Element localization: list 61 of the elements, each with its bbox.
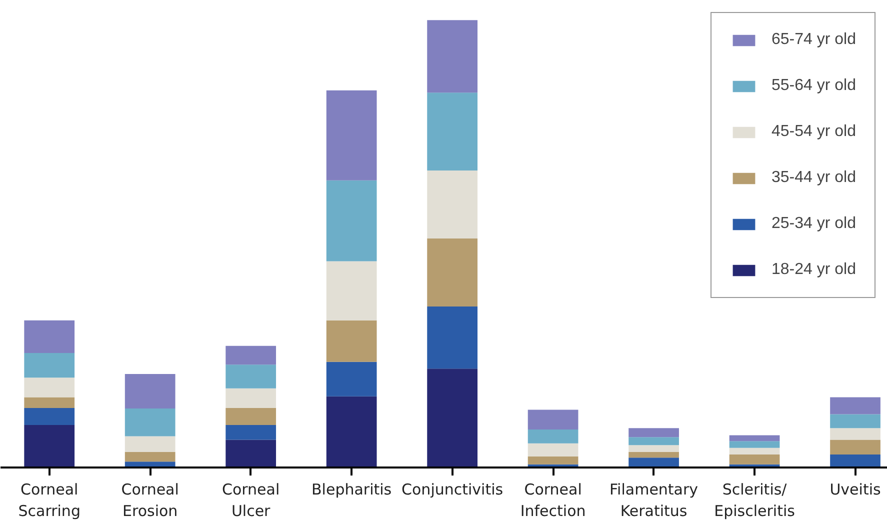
x-tick-label: Scleritis/ Episcleritis	[714, 480, 796, 520]
bar	[226, 346, 276, 365]
bar	[729, 454, 780, 464]
bar	[24, 352, 75, 378]
bar	[830, 440, 880, 455]
bar	[729, 448, 780, 455]
bar	[24, 378, 75, 398]
bar	[24, 397, 75, 408]
bar	[124, 436, 176, 452]
bar	[628, 458, 679, 468]
x-tick-label: Corneal Scarring	[18, 480, 80, 520]
bar	[24, 320, 75, 353]
bar	[124, 408, 176, 436]
x-tick-label: Conjunctivitis	[402, 480, 504, 498]
bar	[226, 425, 276, 440]
bar	[326, 396, 377, 468]
bar	[226, 364, 276, 388]
bar	[830, 397, 880, 414]
bar	[427, 306, 478, 369]
bar	[628, 437, 679, 446]
bar	[830, 414, 880, 428]
bar	[628, 428, 679, 438]
bar	[628, 445, 679, 452]
bar	[528, 443, 578, 456]
bar	[226, 440, 276, 468]
bar	[24, 425, 75, 468]
legend-label: 18-24 yr old	[772, 261, 856, 279]
bar	[729, 435, 780, 442]
bar	[326, 180, 377, 262]
legend-label: 55-64 yr old	[772, 77, 856, 95]
legend-label: 25-34 yr old	[772, 215, 856, 233]
legend-label: 45-54 yr old	[772, 123, 856, 141]
bar	[124, 452, 176, 462]
bar	[528, 456, 578, 464]
bar	[729, 441, 780, 448]
bar	[427, 368, 478, 468]
bar	[326, 320, 377, 362]
legend-label: 65-74 yr old	[772, 31, 856, 49]
bar	[427, 20, 478, 93]
x-tick-label: Corneal Ulcer	[222, 480, 280, 520]
x-tick-label: Filamentary Keratitus	[610, 480, 698, 520]
bar	[124, 374, 176, 408]
bar	[226, 388, 276, 408]
bar	[830, 454, 880, 468]
bar	[326, 90, 377, 180]
x-tick-label: Uveitis	[830, 480, 882, 498]
x-tick-label: Corneal Erosion	[121, 480, 179, 520]
bar	[226, 408, 276, 426]
bar	[427, 92, 478, 170]
bar	[326, 261, 377, 320]
bar	[427, 238, 478, 306]
x-tick-label: Blepharitis	[312, 480, 392, 498]
legend-label: 35-44 yr old	[772, 169, 856, 187]
bar	[528, 429, 578, 444]
bar	[326, 362, 377, 396]
bar	[528, 410, 578, 430]
bar	[24, 408, 75, 426]
bar	[830, 428, 880, 440]
bar	[427, 170, 478, 238]
bar	[628, 452, 679, 458]
x-tick-label: Corneal Infection	[520, 480, 586, 520]
